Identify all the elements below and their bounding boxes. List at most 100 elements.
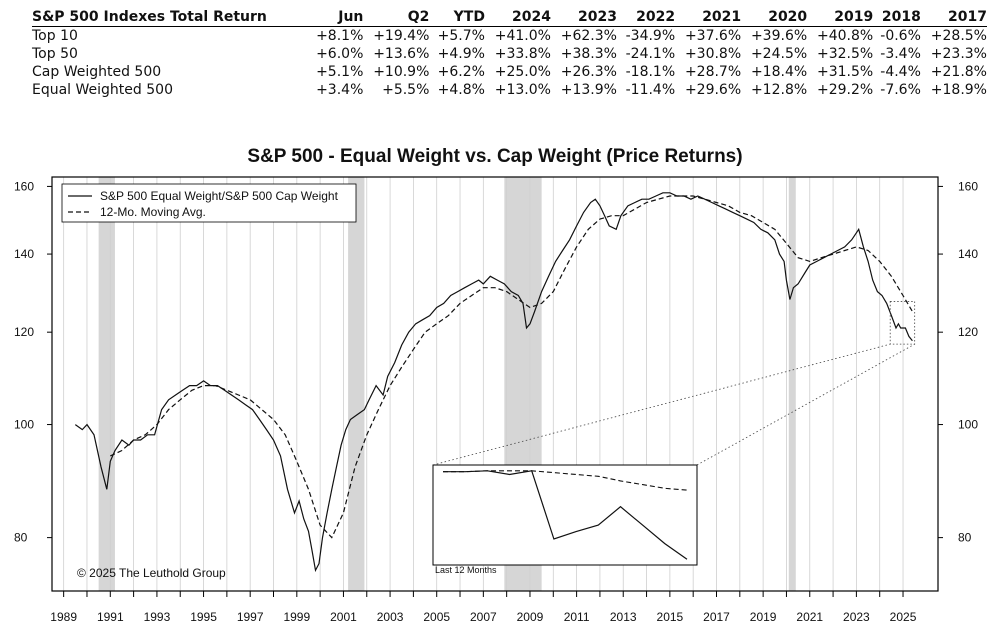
x-tick-label: 2013 <box>610 610 637 624</box>
inset-chart: Last 12 Months <box>432 464 698 575</box>
inset-label: Last 12 Months <box>435 565 497 575</box>
column-header: 2024 <box>512 9 551 25</box>
table-cell: +18.4% <box>750 64 808 80</box>
table-cell: -7.6% <box>880 82 921 98</box>
table-cell: +13.6% <box>373 46 430 62</box>
row-label: Top 10 <box>32 28 78 44</box>
y-tick-label-right: 160 <box>958 179 978 193</box>
table-row: Cap Weighted 500 +5.1% +10.9% +6.2% +25.0% +2… <box>32 63 987 81</box>
returns-table-header: S&P 500 Indexes Total Return Jun Q2 YTD … <box>32 6 987 27</box>
y-tick-label-left: 100 <box>14 418 34 432</box>
inset-connector-line <box>696 343 915 466</box>
recession-band <box>788 177 796 591</box>
table-cell: -11.4% <box>625 82 676 98</box>
x-tick-label: 2023 <box>843 610 870 624</box>
row-label: Top 50 <box>32 46 78 62</box>
column-header: Q2 <box>407 9 430 25</box>
y-tick-label-left: 80 <box>14 531 28 545</box>
plot-frame <box>51 176 939 592</box>
x-tick-label: 2009 <box>517 610 544 624</box>
y-tick-label-left: 140 <box>14 247 34 261</box>
x-tick-label: 1993 <box>144 610 171 624</box>
x-tick-label: 2001 <box>330 610 357 624</box>
row-label: Equal Weighted 500 <box>32 82 173 98</box>
last-12-months-highlight <box>889 301 916 345</box>
y-tick-label-left: 160 <box>14 179 34 193</box>
x-tick-label: 1991 <box>97 610 124 624</box>
table-cell: +8.1% <box>316 28 364 44</box>
y-tick-label-right: 100 <box>958 418 978 432</box>
y-tick-label-left: 120 <box>14 325 34 339</box>
table-cell: +24.5% <box>750 46 808 62</box>
table-cell: -3.4% <box>880 46 921 62</box>
table-cell: +40.8% <box>816 28 874 44</box>
y-tick-label-right: 120 <box>958 325 978 339</box>
table-cell: +32.5% <box>816 46 874 62</box>
x-tick-label: 2017 <box>703 610 730 624</box>
table-cell: +33.8% <box>494 46 551 62</box>
legend-label: 12-Mo. Moving Avg. <box>100 205 206 219</box>
y-tick-label-right: 80 <box>958 531 972 545</box>
table-cell: +39.6% <box>750 28 808 44</box>
row-label: Cap Weighted 500 <box>32 64 162 80</box>
x-tick-label: 1999 <box>283 610 310 624</box>
table-row: Top 10 +8.1% +19.4% +5.7% +41.0% +62.3% -34.9%… <box>32 27 987 46</box>
table-cell: +13.9% <box>560 82 617 98</box>
column-header: 2023 <box>578 9 617 25</box>
table-cell: +23.3% <box>930 46 987 62</box>
table-cell: -4.4% <box>880 64 921 80</box>
table-cell: -24.1% <box>625 46 676 62</box>
table-cell: +5.7% <box>437 28 485 44</box>
column-header: 2018 <box>881 9 921 25</box>
column-header: 2021 <box>702 9 742 25</box>
table-cell: +3.4% <box>316 82 364 98</box>
x-tick-label: 2007 <box>470 610 497 624</box>
table-cell: +37.6% <box>684 28 742 44</box>
legend-box <box>61 183 357 223</box>
table-cell: +28.7% <box>684 64 742 80</box>
x-tick-label: 2015 <box>657 610 684 624</box>
x-tick-label: 2021 <box>796 610 823 624</box>
table-row: Top 50 +6.0% +13.6% +4.9% +33.8% +38.3% -24.1%… <box>32 45 987 63</box>
recession-band <box>98 177 115 591</box>
x-tick-label: 2005 <box>423 610 450 624</box>
table-cell: +38.3% <box>560 46 617 62</box>
table-cell: -34.9% <box>625 28 676 44</box>
equal-cap-ratio-line <box>74 192 913 573</box>
inset-equal-cap-ratio-line <box>443 470 688 560</box>
table-cell: -0.6% <box>880 28 921 44</box>
y-tick-label-right: 140 <box>958 247 978 261</box>
table-cell: +21.8% <box>930 64 987 80</box>
table-cell: +29.6% <box>684 82 742 98</box>
x-tick-label: 1997 <box>237 610 264 624</box>
x-tick-label: 2019 <box>750 610 777 624</box>
table-cell: +18.9% <box>930 82 987 98</box>
table-cell: +62.3% <box>560 28 617 44</box>
moving-average-line <box>110 195 913 539</box>
inset-connector-line <box>432 343 891 466</box>
x-tick-label: 1989 <box>50 610 77 624</box>
column-header: Jun <box>338 9 364 25</box>
table-cell: +10.9% <box>373 64 430 80</box>
table-cell: +6.2% <box>437 64 485 80</box>
column-header: 2019 <box>834 9 874 25</box>
chart-title: S&P 500 - Equal Weight vs. Cap Weight (P… <box>247 146 743 167</box>
table-cell: -18.1% <box>625 64 676 80</box>
x-tick-label: 2025 <box>890 610 917 624</box>
column-header: 2022 <box>636 9 676 25</box>
table-title: S&P 500 Indexes Total Return <box>32 9 267 25</box>
table-cell: +31.5% <box>816 64 874 80</box>
table-cell: +5.1% <box>316 64 364 80</box>
table-cell: +4.8% <box>437 82 485 98</box>
table-cell: +30.8% <box>684 46 742 62</box>
table-cell: +26.3% <box>560 64 617 80</box>
table-cell: +13.0% <box>494 82 551 98</box>
inset-connectors <box>432 301 916 466</box>
table-cell: +5.5% <box>382 82 430 98</box>
table-cell: +41.0% <box>494 28 551 44</box>
table-row: Equal Weighted 500 +3.4% +5.5% +4.8% +13.0% +… <box>32 81 987 99</box>
x-tick-label: 2003 <box>377 610 404 624</box>
table-cell: +4.9% <box>437 46 485 62</box>
table-cell: +12.8% <box>750 82 808 98</box>
